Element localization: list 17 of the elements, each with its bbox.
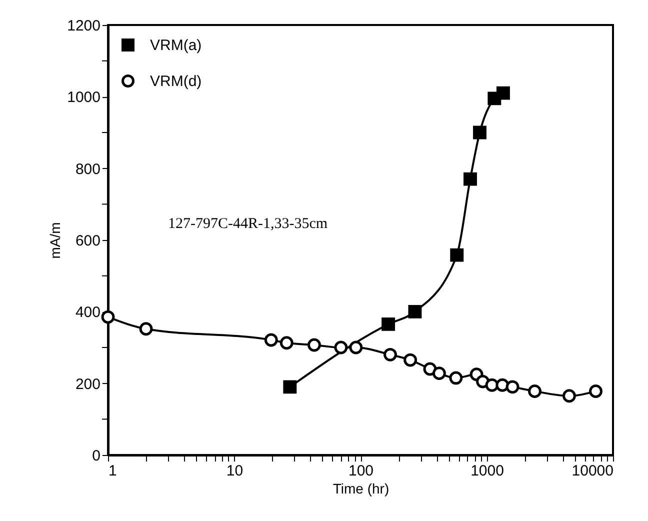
annotation: 127-797C-44R-1,33-35cm xyxy=(168,216,328,232)
x-tick-label: 1000 xyxy=(470,462,504,480)
x-tick-label: 1 xyxy=(108,462,117,480)
y-tick-label: 0 xyxy=(92,448,100,464)
x-tick-label: 10000 xyxy=(572,462,614,480)
y-tick-label: 200 xyxy=(75,376,100,393)
x-tick-label: 10 xyxy=(226,462,244,480)
legend-label: VRM(d) xyxy=(150,73,202,90)
y-axis-title: mA/m xyxy=(47,222,64,259)
y-tick-label: 1000 xyxy=(67,89,100,106)
y-tick-label: 800 xyxy=(75,160,100,178)
x-tick-label: 100 xyxy=(348,462,374,480)
x-axis-title: Time (hr) xyxy=(332,480,390,496)
y-tick-label: 1200 xyxy=(67,18,100,34)
legend-label: VRM(a) xyxy=(150,37,202,54)
y-tick-label: 600 xyxy=(75,232,100,250)
y-tick-label: 400 xyxy=(75,304,100,322)
